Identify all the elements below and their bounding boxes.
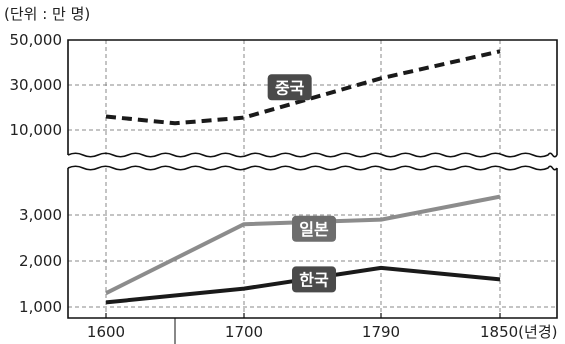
axis-break-line-bottom — [67, 165, 558, 171]
series-label-중국: 중국 — [267, 74, 312, 101]
x-tick-label: 1850(년경) — [480, 323, 557, 341]
x-tick-label: 1600 — [87, 323, 125, 341]
axis-break-line-top — [67, 152, 558, 158]
series-label-box — [292, 266, 337, 293]
y-tick-label: 10,000 — [10, 121, 63, 139]
y-tick-label: 30,000 — [10, 76, 63, 94]
chart-frame — [67, 39, 558, 344]
series-label-일본: 일본 — [292, 215, 337, 242]
y-tick-labels: 10,000 30,000 50,000 1,000 2,000 3,000 — [10, 31, 63, 316]
y-tick-label: 3,000 — [19, 206, 62, 224]
series-label-box — [267, 74, 312, 101]
x-tick-label: 1790 — [362, 323, 400, 341]
series-label-text: 한국 — [299, 270, 329, 289]
series-label-text: 일본 — [299, 220, 329, 239]
x-tick-label: 1700 — [225, 323, 263, 341]
x-tick-labels: 1600 1700 1790 1850(년경) — [87, 323, 558, 341]
series-line-중국 — [105, 49, 501, 126]
series-label-box — [292, 215, 337, 242]
series-label-한국: 한국 — [292, 266, 337, 293]
series-label-text: 중국 — [275, 78, 305, 97]
unit-label: (단위 : 만 명) — [4, 5, 90, 23]
y-tick-label: 50,000 — [10, 31, 63, 49]
upper-panel-border — [67, 39, 558, 155]
y-tick-label: 1,000 — [19, 298, 62, 316]
lower-panel-border — [67, 168, 558, 319]
y-tick-label: 2,000 — [19, 252, 62, 270]
